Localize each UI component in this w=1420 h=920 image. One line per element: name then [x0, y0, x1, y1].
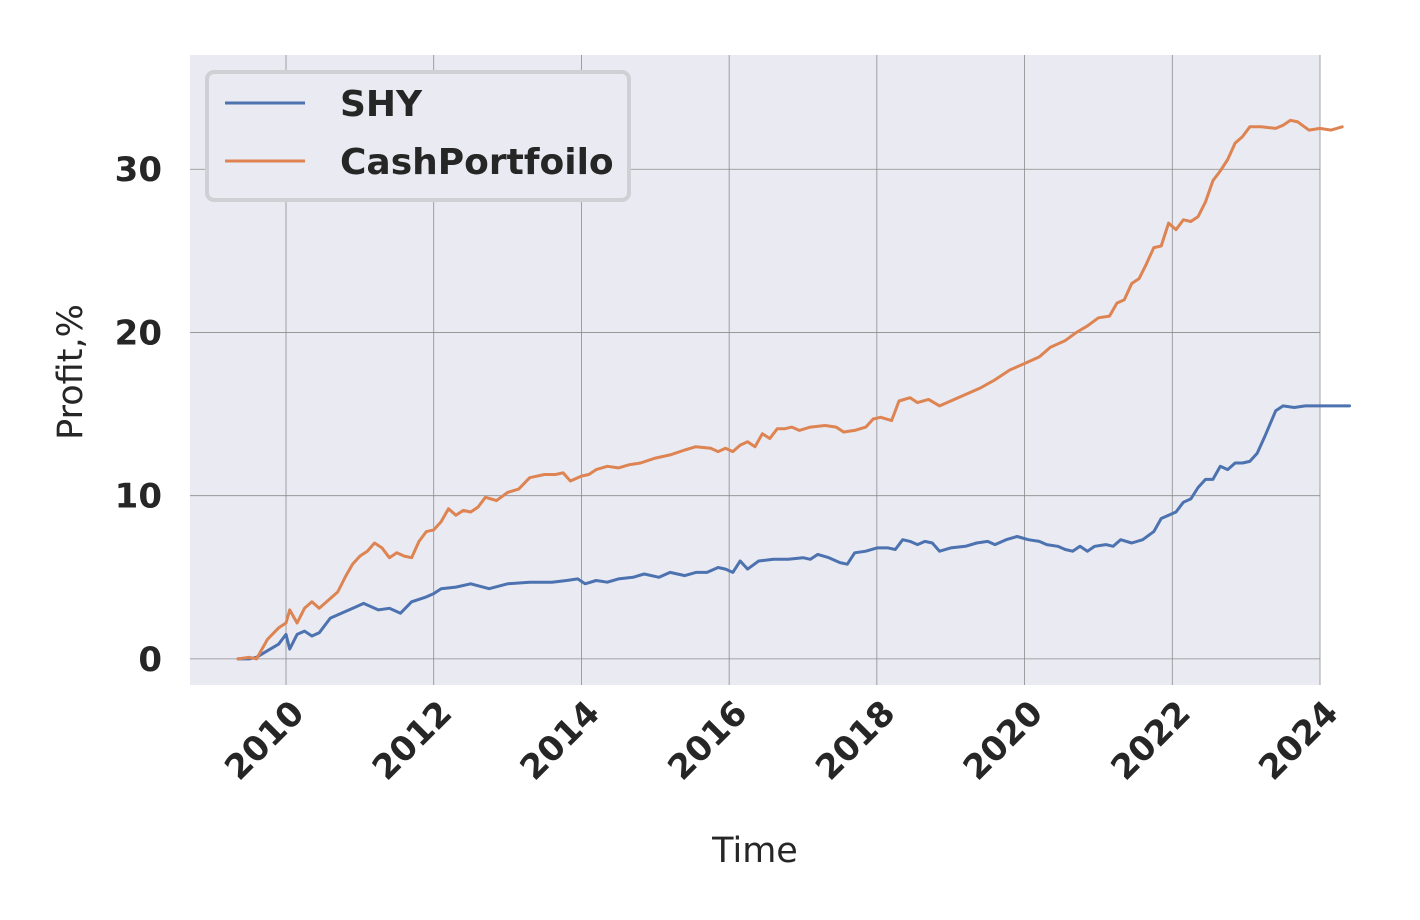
x-tick-label: 2020	[956, 693, 1051, 788]
x-tick-label: 2012	[365, 693, 460, 788]
y-tick-label: 10	[115, 477, 162, 517]
x-tick-label: 2022	[1103, 693, 1198, 788]
x-tick-label: 2024	[1251, 693, 1346, 788]
x-axis-label: Time	[711, 831, 798, 871]
y-axis-label: Profit,%	[51, 304, 91, 440]
x-tick-label: 2010	[217, 693, 312, 788]
legend-box	[205, 70, 631, 202]
x-axis-ticks: 2010 2012 2014 2016 2018 2020 2022 2024	[217, 693, 1346, 788]
legend-label-cashportfoilo: CashPortfoilo	[340, 142, 614, 183]
series-line-cashportfoilo	[236, 118, 1344, 661]
legend-label-shy: SHY	[340, 84, 423, 125]
series-line-shy	[236, 404, 1351, 661]
y-tick-label: 0	[138, 640, 162, 680]
x-tick-label: 2018	[808, 693, 903, 788]
x-tick-label: 2014	[513, 693, 608, 788]
series-lines	[236, 118, 1351, 661]
legend: SHY CashPortfoilo	[205, 70, 631, 202]
y-tick-label: 20	[115, 313, 162, 353]
x-tick-label: 2016	[660, 693, 755, 788]
y-axis-ticks: 0 10 20 30	[115, 150, 162, 680]
y-tick-label: 30	[115, 150, 162, 190]
